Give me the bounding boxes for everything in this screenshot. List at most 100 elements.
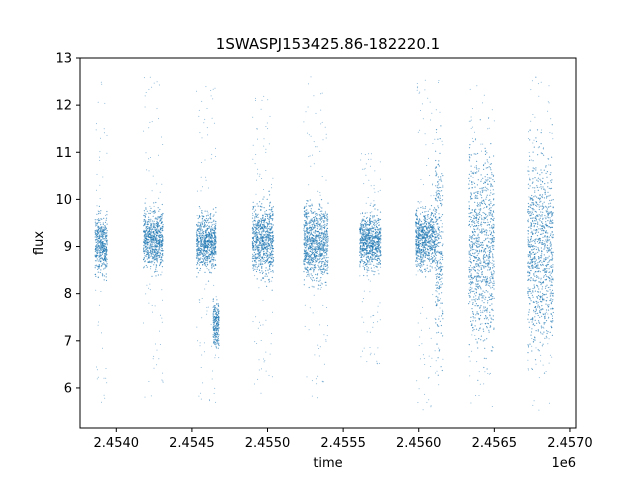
data-point [304, 232, 306, 234]
data-point [149, 243, 151, 245]
data-point [161, 289, 163, 291]
data-point [363, 347, 365, 349]
data-point [103, 249, 105, 251]
data-point [309, 155, 311, 157]
data-point [378, 244, 380, 246]
data-point [320, 225, 322, 227]
data-point [308, 246, 310, 248]
data-point [210, 227, 212, 229]
data-point [325, 249, 328, 251]
data-point [207, 258, 209, 260]
data-point [272, 260, 275, 262]
data-point [153, 82, 155, 84]
data-point [145, 227, 147, 229]
data-point [323, 233, 325, 235]
data-point [100, 258, 102, 260]
data-point [99, 160, 101, 161]
data-point [417, 239, 419, 241]
data-point [99, 252, 101, 254]
data-point [310, 248, 312, 251]
data-point [325, 269, 327, 271]
data-point [266, 229, 268, 231]
data-point [323, 231, 325, 233]
data-point [268, 227, 270, 230]
data-point [202, 264, 204, 266]
data-point [202, 255, 204, 257]
data-point [145, 249, 147, 251]
data-point [213, 219, 215, 221]
data-point [365, 263, 367, 265]
data-point [321, 271, 323, 273]
data-point [206, 220, 208, 222]
data-point [151, 256, 153, 258]
data-point [304, 220, 306, 222]
data-point [158, 118, 159, 120]
data-point [105, 368, 107, 369]
data-point [262, 324, 264, 326]
data-point [204, 118, 206, 120]
data-point [105, 256, 107, 259]
data-point [213, 241, 216, 243]
data-point [303, 249, 305, 251]
data-point [415, 248, 417, 250]
data-point [212, 300, 214, 302]
data-point [211, 267, 213, 269]
data-point [423, 249, 425, 251]
data-point [213, 259, 215, 261]
data-point [303, 263, 305, 265]
data-point [211, 258, 214, 261]
data-point [377, 209, 379, 211]
data-point [99, 228, 101, 230]
data-point [269, 204, 271, 206]
data-point [213, 321, 215, 323]
data-point [151, 241, 154, 243]
data-point [371, 249, 373, 251]
data-point [215, 347, 218, 349]
data-point [151, 253, 153, 255]
data-point [378, 273, 380, 275]
data-point [198, 115, 200, 117]
data-point [161, 236, 163, 238]
data-point [155, 264, 157, 266]
data-point [365, 253, 367, 255]
data-point [324, 257, 326, 259]
data-point [158, 229, 160, 232]
data-point [309, 248, 311, 250]
data-point [101, 273, 103, 275]
data-point [325, 179, 327, 181]
data-point [255, 256, 257, 258]
data-point [265, 260, 267, 263]
data-point [323, 257, 325, 259]
data-point [364, 248, 366, 250]
data-point [365, 234, 368, 236]
data-point [376, 214, 378, 217]
data-point [203, 219, 206, 221]
data-point [371, 261, 373, 263]
data-point [106, 249, 108, 251]
data-point [254, 275, 256, 277]
data-point [198, 214, 200, 217]
data-point [195, 243, 198, 245]
data-point [323, 264, 325, 266]
data-point [103, 238, 105, 240]
data-point [429, 248, 432, 250]
data-point [368, 179, 370, 181]
data-point [206, 244, 208, 246]
data-point [265, 273, 267, 275]
data-point [362, 244, 364, 246]
data-point [416, 233, 418, 235]
data-point [212, 247, 214, 249]
data-point [156, 252, 158, 254]
data-point [205, 237, 207, 239]
data-point [432, 225, 434, 227]
data-point [431, 226, 433, 228]
data-point [153, 202, 155, 204]
data-point [374, 204, 376, 206]
data-point [208, 227, 210, 229]
data-point [143, 77, 145, 79]
data-point [201, 252, 203, 254]
data-point [434, 210, 436, 212]
data-point [322, 234, 324, 236]
data-point [265, 170, 267, 171]
data-point [94, 255, 96, 257]
